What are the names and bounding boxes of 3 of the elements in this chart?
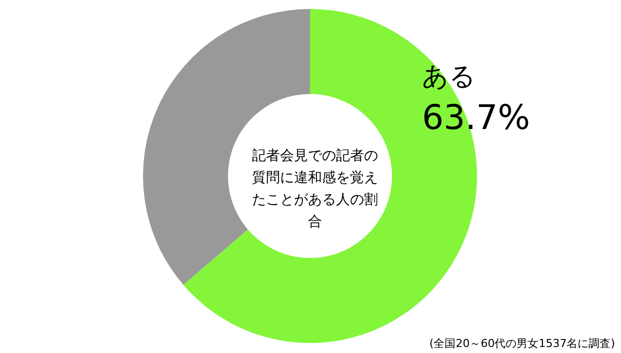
text: (全国20～60代の男女1537名に調査) [429,337,616,350]
text: 記者会見での記者の質問に違和感を覚えたことがある人の割合 [252,148,378,230]
slice-label: ある [422,62,476,92]
